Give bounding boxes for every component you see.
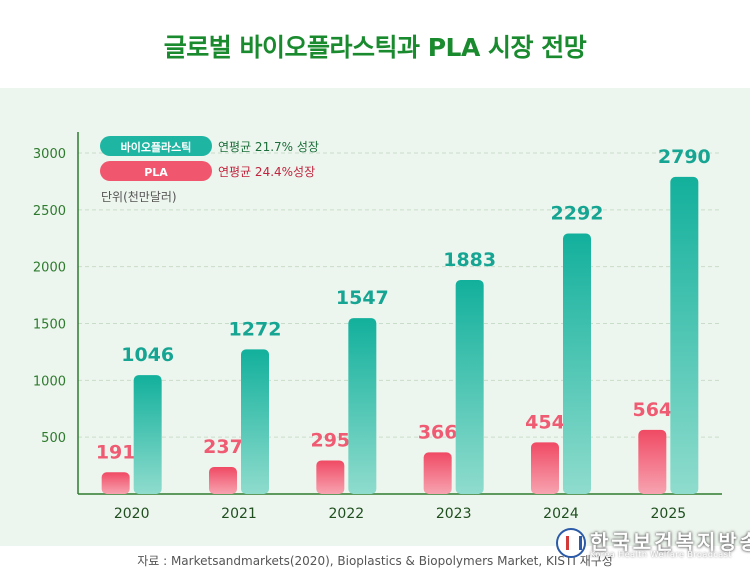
pla-bar-2020	[101, 472, 130, 494]
source-note: 자료 : Marketsandmarkets(2020), Bioplastic…	[137, 554, 613, 568]
pla-value-label: 191	[96, 441, 136, 463]
bioplastic-bar-2020	[133, 375, 162, 494]
pla-value-label: 564	[632, 399, 672, 421]
axes: 500 1000 1500 2000 2500 3000 2020 2021 2022 2023 2…	[33, 132, 722, 522]
x-tick-label: 2020	[114, 506, 150, 522]
y-tick-label: 1000	[33, 374, 66, 389]
bioplastic-bar-2025	[670, 176, 699, 494]
broadcaster-emblem-icon	[556, 528, 586, 558]
x-tick-label: 2024	[543, 506, 579, 522]
pla-value-label: 454	[525, 411, 565, 433]
pla-bar-2023	[423, 452, 452, 494]
legend: 바이오플라스틱 연평균 21.7% 성장 PLA 연평균 24.4%성장단위(천만달러…	[100, 136, 319, 204]
bioplastic-value-label: 2790	[658, 146, 711, 168]
bioplastic-value-label: 1046	[121, 344, 174, 366]
legend-series-name: 바이오플라스틱	[121, 140, 192, 154]
broadcaster-name: 한국보건복지방송	[590, 530, 750, 554]
bioplastic-bar-2021	[241, 349, 269, 494]
y-tick-label: 2500	[33, 204, 66, 219]
bioplastic-value-label: 1272	[229, 318, 282, 340]
broadcaster-logo: 한국보건복지방송 Korea Health Welfare Broadcast	[556, 524, 750, 564]
x-tick-label: 2023	[436, 506, 472, 522]
x-tick-label: 2022	[329, 506, 365, 522]
pla-value-label: 237	[203, 436, 243, 458]
legend-growth-note: 연평균 24.4%성장	[218, 165, 315, 179]
bioplastic-value-label: 1547	[336, 287, 389, 309]
y-tick-label: 500	[41, 431, 66, 446]
y-tick-label: 3000	[33, 147, 66, 162]
y-tick-label: 1500	[33, 318, 66, 333]
legend-swatch-bioplastic	[100, 136, 212, 156]
pla-value-label: 366	[418, 421, 458, 443]
bioplastic-value-label: 1883	[443, 249, 496, 271]
legend-swatch-pla	[100, 161, 212, 181]
pla-value-label: 295	[310, 429, 350, 451]
bioplastic-bar-2024	[563, 233, 591, 494]
pla-bar-2024	[531, 442, 559, 494]
x-tick-label: 2025	[651, 506, 687, 522]
bioplastic-value-label: 2292	[551, 202, 604, 224]
y-tick-label: 2000	[33, 261, 66, 276]
legend-growth-note: 연평균 21.7% 성장	[218, 140, 319, 154]
pla-bar-2021	[209, 467, 237, 494]
legend-series-name: PLA	[144, 166, 168, 179]
pla-bar-2022	[316, 460, 345, 494]
unit-label: 단위(천만달러)	[101, 189, 177, 204]
broadcaster-english-name: Korea Health Welfare Broadcast	[590, 550, 732, 559]
pla-bar-2025	[638, 429, 667, 494]
x-tick-label: 2021	[221, 506, 257, 522]
bars: 191 1046 237 1272 295 1547 366 1883 454 2292 564 27…	[96, 146, 711, 494]
bioplastic-bar-2023	[455, 279, 484, 494]
bioplastic-bar-2022	[348, 318, 377, 494]
page-title: 글로벌 바이오플라스틱과 PLA 시장 전망	[163, 33, 587, 62]
